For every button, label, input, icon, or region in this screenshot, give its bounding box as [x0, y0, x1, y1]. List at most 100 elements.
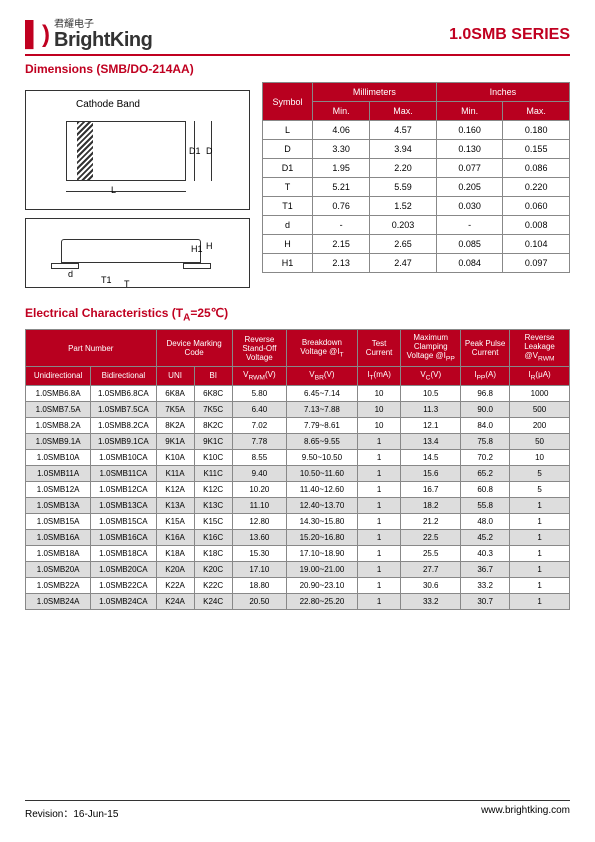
elec-cell: 1.0SMB9.1CA [91, 433, 156, 449]
elec-cell: 25.5 [401, 545, 461, 561]
elec-cell: 6.40 [232, 401, 286, 417]
elec-cell: 22.80~25.20 [287, 593, 358, 609]
dim-cell: 2.15 [313, 235, 370, 254]
elec-cell: K11A [156, 465, 194, 481]
th-standoff: Reverse Stand-Off Voltage [232, 330, 286, 367]
elec-cell: 9.50~10.50 [287, 449, 358, 465]
elec-row: 1.0SMB8.2A1.0SMB8.2CA8K2A8K2C7.027.79~8.… [26, 417, 570, 433]
th-clamp: Maximum Clamping Voltage @IPP [401, 330, 461, 367]
elec-cell: 10.20 [232, 481, 286, 497]
elec-cell: K24C [194, 593, 232, 609]
th-ipp: IPP(A) [461, 366, 510, 385]
dim-cell: 0.077 [436, 159, 503, 178]
dim-row: D11.952.200.0770.086 [263, 159, 570, 178]
elec-cell: K13C [194, 497, 232, 513]
th-vbr: VBR(V) [287, 366, 358, 385]
dim-label-h: H [206, 241, 213, 251]
dim-th-in-min: Min. [436, 102, 503, 121]
elec-cell: 1 [357, 545, 401, 561]
elec-row: 1.0SMB12A1.0SMB12CAK12AK12C10.2011.40~12… [26, 481, 570, 497]
th-leakage: Reverse Leakage @VRWM [510, 330, 570, 367]
th-marking: Device Marking Code [156, 330, 232, 367]
package-top-view: Cathode Band L D1 D [25, 90, 250, 210]
elec-cell: 70.2 [461, 449, 510, 465]
dim-cell: 5.21 [313, 178, 370, 197]
elec-cell: 1000 [510, 385, 570, 401]
elec-cell: K20A [156, 561, 194, 577]
dimensions-table: Symbol Millimeters Inches Min. Max. Min.… [262, 82, 570, 273]
dim-cell: 0.220 [503, 178, 570, 197]
electrical-table: Part Number Device Marking Code Reverse … [25, 329, 570, 609]
elec-cell: 1.0SMB10A [26, 449, 91, 465]
elec-cell: 1.0SMB18CA [91, 545, 156, 561]
elec-cell: 1.0SMB11CA [91, 465, 156, 481]
dim-cell: D [263, 140, 313, 159]
dim-row: D3.303.940.1300.155 [263, 140, 570, 159]
elec-cell: 60.8 [461, 481, 510, 497]
dim-cell: 5.59 [370, 178, 437, 197]
revision-text: Revision：16-Jun-15 [25, 805, 118, 820]
elec-cell: 1 [510, 545, 570, 561]
elec-cell: 36.7 [461, 561, 510, 577]
elec-cell: 7.13~7.88 [287, 401, 358, 417]
dim-cell: 1.95 [313, 159, 370, 178]
page-header: ▌) 君耀电子 BrightKing 1.0SMB SERIES [25, 20, 570, 56]
elec-cell: K22A [156, 577, 194, 593]
elec-cell: 1.0SMB15CA [91, 513, 156, 529]
package-side-view: H H1 d T1 T [25, 218, 250, 288]
dim-cell: 0.097 [503, 254, 570, 273]
dim-th-mm-min: Min. [313, 102, 370, 121]
elec-cell: K18C [194, 545, 232, 561]
elec-cell: 45.2 [461, 529, 510, 545]
th-breakdown: Breakdown Voltage @IT [287, 330, 358, 367]
elec-cell: 84.0 [461, 417, 510, 433]
elec-cell: 5 [510, 465, 570, 481]
elec-cell: 17.10 [232, 561, 286, 577]
dim-cell: - [436, 216, 503, 235]
elec-cell: 1 [357, 465, 401, 481]
elec-cell: 1.0SMB8.2A [26, 417, 91, 433]
elec-cell: 22.5 [401, 529, 461, 545]
elec-cell: 1.0SMB24CA [91, 593, 156, 609]
dim-label-l: L [111, 185, 116, 195]
dim-cell: 0.008 [503, 216, 570, 235]
elec-cell: 7K5C [194, 401, 232, 417]
elec-cell: 1 [357, 481, 401, 497]
elec-cell: 15.20~16.80 [287, 529, 358, 545]
elec-cell: 8.65~9.55 [287, 433, 358, 449]
elec-cell: 1 [510, 529, 570, 545]
th-vc: VC(V) [401, 366, 461, 385]
elec-cell: 11.40~12.60 [287, 481, 358, 497]
elec-cell: 1 [357, 433, 401, 449]
elec-cell: 7.78 [232, 433, 286, 449]
th-test: Test Current [357, 330, 401, 367]
elec-cell: 7.79~8.61 [287, 417, 358, 433]
elec-cell: 1.0SMB8.2CA [91, 417, 156, 433]
elec-cell: 1.0SMB22CA [91, 577, 156, 593]
elec-cell: K10A [156, 449, 194, 465]
dim-label-d: D [206, 146, 213, 156]
elec-cell: 1 [357, 513, 401, 529]
dim-cell: 2.47 [370, 254, 437, 273]
dim-cell: d [263, 216, 313, 235]
dim-cell: 1.52 [370, 197, 437, 216]
elec-cell: 14.30~15.80 [287, 513, 358, 529]
logo-mark-icon: ▌) [25, 21, 50, 49]
elec-row: 1.0SMB7.5A1.0SMB7.5CA7K5A7K5C6.407.13~7.… [26, 401, 570, 417]
dim-row: T10.761.520.0300.060 [263, 197, 570, 216]
elec-cell: 6K8C [194, 385, 232, 401]
elec-row: 1.0SMB10A1.0SMB10CAK10AK10C8.559.50~10.5… [26, 449, 570, 465]
th-peak: Peak Pulse Current [461, 330, 510, 367]
elec-cell: 96.8 [461, 385, 510, 401]
elec-row: 1.0SMB22A1.0SMB22CAK22AK22C18.8020.90~23… [26, 577, 570, 593]
dim-cell: 0.030 [436, 197, 503, 216]
elec-cell: 55.8 [461, 497, 510, 513]
elec-cell: 13.4 [401, 433, 461, 449]
elec-row: 1.0SMB6.8A1.0SMB6.8CA6K8A6K8C5.806.45~7.… [26, 385, 570, 401]
electrical-title: Electrical Characteristics (TA=25℃) [25, 306, 570, 323]
elec-cell: 50 [510, 433, 570, 449]
elec-cell: 1.0SMB20A [26, 561, 91, 577]
elec-cell: 1.0SMB13CA [91, 497, 156, 513]
elec-cell: 13.60 [232, 529, 286, 545]
elec-cell: 1 [357, 497, 401, 513]
